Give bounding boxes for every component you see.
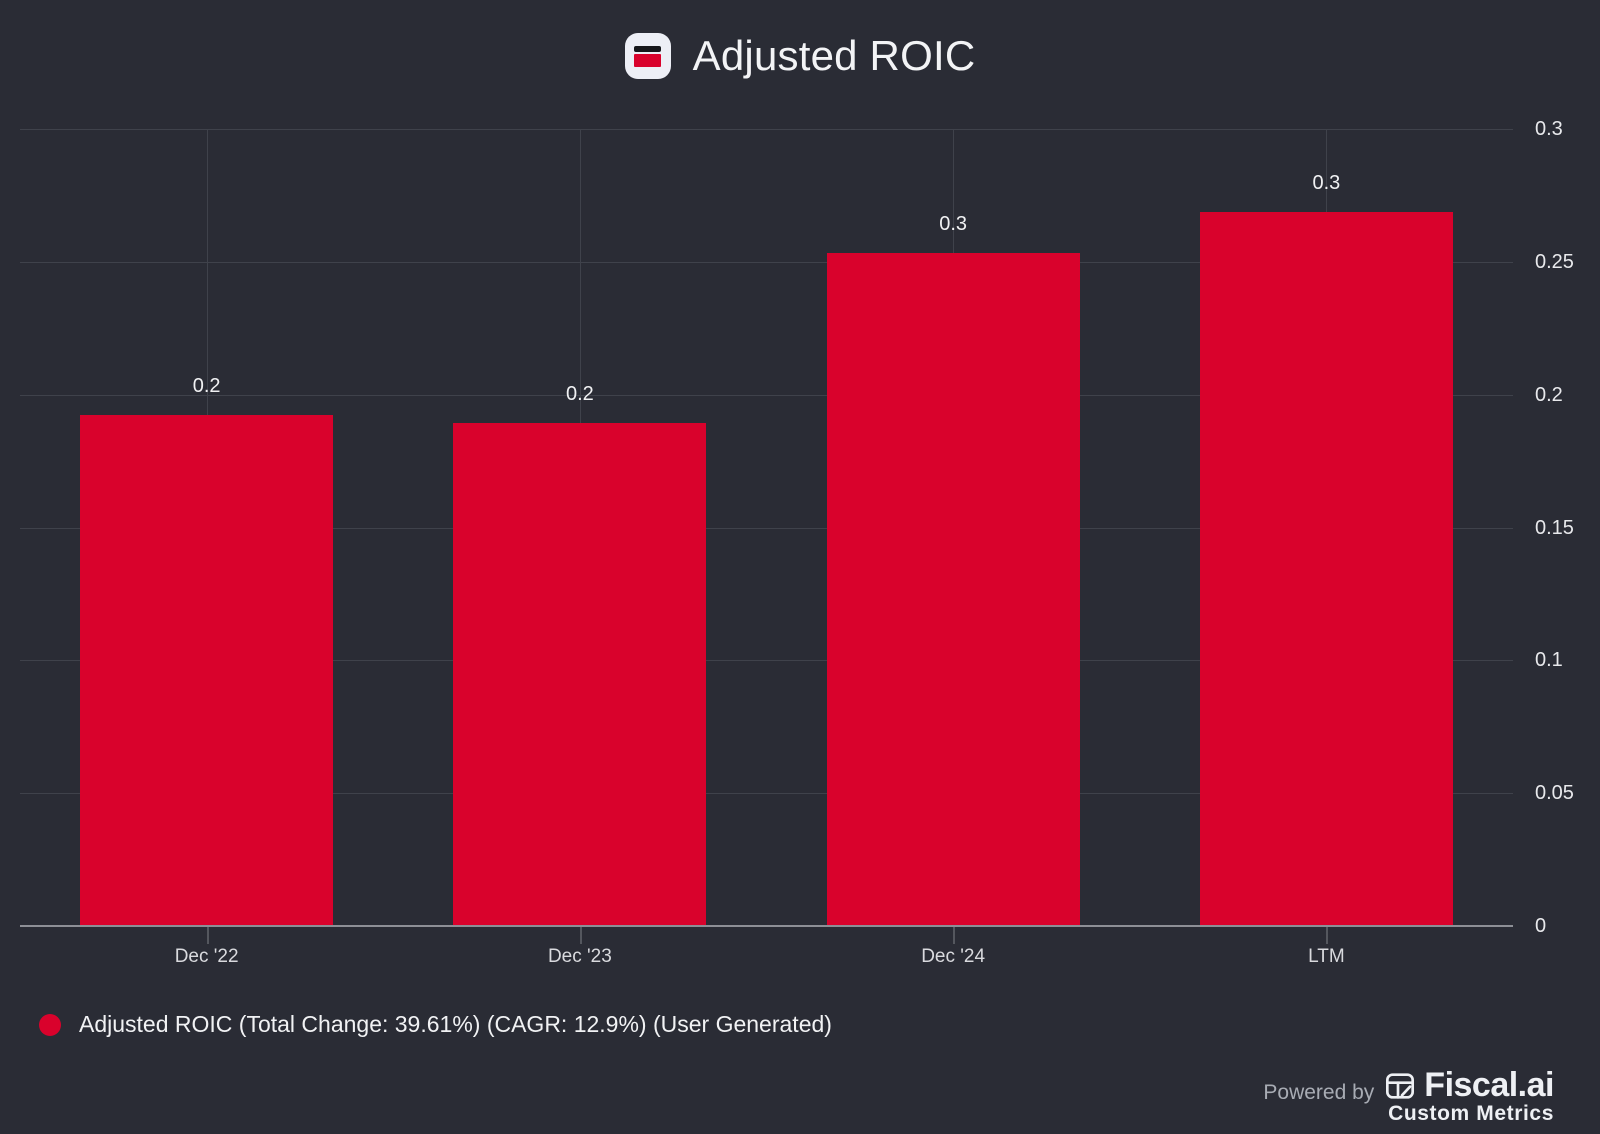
bar-value-label: 0.3 [939,213,968,236]
metric-icon-dark-bar [634,45,662,52]
x-axis-label: Dec '23 [547,946,612,967]
gridline-horizontal [20,527,1513,529]
fiscal-ai-logo-icon [1386,1072,1415,1099]
y-axis-label: 0.15 [1535,516,1574,539]
y-axis-label: 0.05 [1535,782,1574,805]
gridline-horizontal [20,129,1513,130]
bar-value-label: 0.3 [1312,172,1341,195]
gridline-horizontal [20,261,1513,263]
metric-card-icon [624,33,671,79]
gridline-horizontal [20,394,1513,396]
x-axis-label: LTM [1308,946,1345,967]
brand-subtitle: Custom Metrics [1388,1102,1554,1125]
brand-row: Fiscal.ai [1384,1066,1554,1105]
legend-series-label: Adjusted ROIC (Total Change: 39.61%) (CA… [79,1011,832,1037]
legend-item[interactable]: Adjusted ROIC (Total Change: 39.61%) (CA… [39,1011,832,1038]
x-axis-label: Dec '24 [921,946,986,967]
chart-title: Adjusted ROIC [692,32,976,79]
y-axis-label: 0.3 [1535,118,1563,140]
legend-series-marker-icon [39,1013,61,1036]
brand-name: Fiscal.ai [1424,1066,1554,1104]
x-axis-tick [579,926,582,944]
x-axis-tick [953,926,956,944]
brand-block: Fiscal.ai Custom Metrics [1384,1066,1554,1126]
x-axis-label: Dec '22 [174,946,239,967]
metric-icon-red-bar [634,53,662,67]
x-axis-tick [206,926,209,944]
y-axis-label: 0.25 [1535,250,1574,273]
x-axis-line [20,925,1513,927]
chart-header: Adjusted ROIC [0,32,1600,80]
bar-dec-22[interactable] [80,415,334,926]
powered-by-text: Powered by [1263,1081,1375,1104]
gridline-horizontal [20,793,1513,795]
bar-ltm[interactable] [1199,212,1453,926]
y-axis-label: 0.2 [1535,383,1563,406]
bar-value-label: 0.2 [565,383,594,406]
footer-branding: Powered by Fiscal.ai Custom Metrics [1263,1066,1554,1126]
bar-dec-23[interactable] [453,423,707,926]
x-axis-tick [1326,926,1329,944]
y-axis-label: 0.1 [1535,649,1563,672]
y-axis-label: 0 [1535,915,1547,937]
bar-value-label: 0.2 [192,375,221,398]
gridline-horizontal [20,660,1513,662]
bar-dec-24[interactable] [826,253,1080,926]
